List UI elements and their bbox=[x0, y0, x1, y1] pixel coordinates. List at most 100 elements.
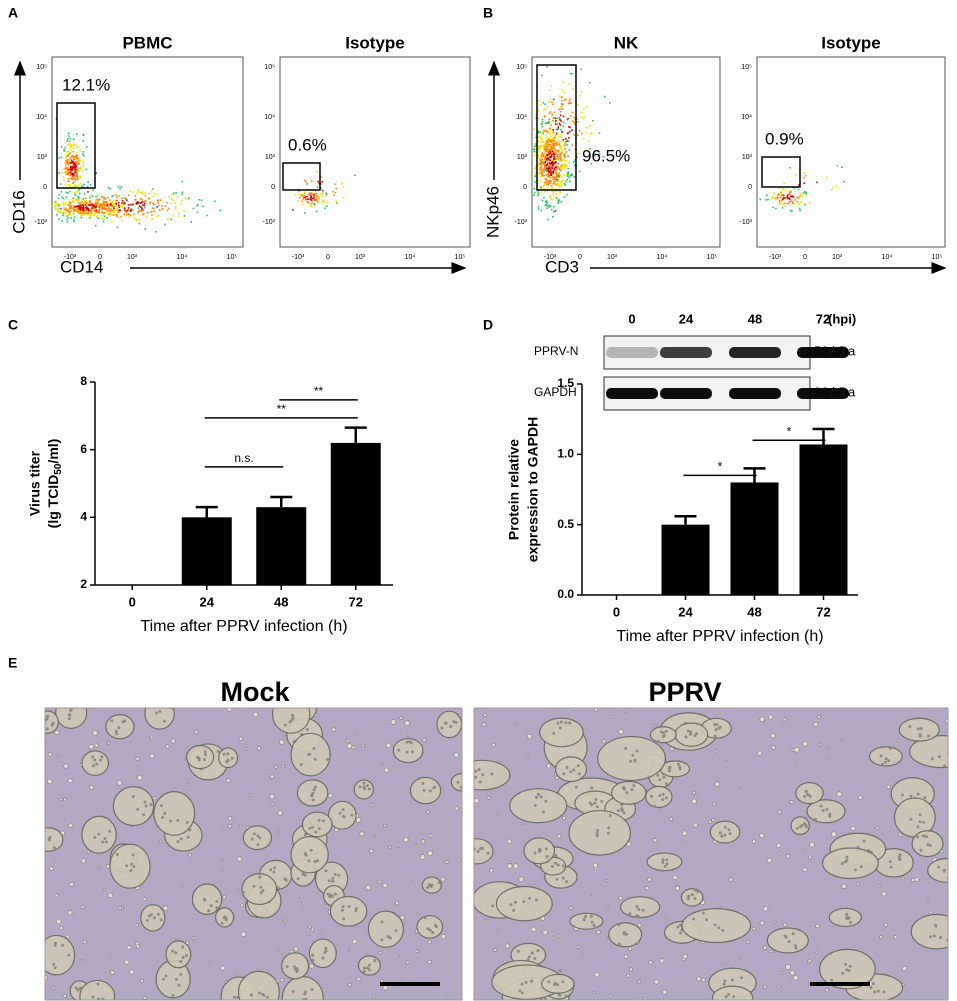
event-dot bbox=[545, 178, 548, 181]
event-dot bbox=[97, 217, 100, 219]
event-dot bbox=[335, 187, 338, 190]
blot-band bbox=[729, 388, 781, 399]
event-dot bbox=[57, 204, 59, 206]
debris bbox=[47, 752, 53, 757]
event-dot bbox=[91, 207, 93, 209]
event-dot bbox=[67, 172, 70, 175]
event-dot bbox=[80, 213, 82, 215]
event-dot bbox=[546, 145, 548, 148]
event-dot bbox=[315, 192, 318, 195]
event-dot bbox=[556, 173, 559, 176]
y-tick-label: 10³ bbox=[517, 154, 528, 161]
event-dot bbox=[541, 158, 544, 161]
event-dot bbox=[322, 189, 324, 192]
cell-granule bbox=[595, 834, 599, 838]
debris bbox=[606, 904, 610, 908]
plot-title: NK bbox=[614, 33, 639, 52]
cell-granule bbox=[310, 987, 314, 991]
event-dot bbox=[84, 200, 87, 203]
event-dot bbox=[563, 144, 566, 147]
lane-label: 0 bbox=[628, 311, 635, 326]
event-dot bbox=[549, 127, 551, 130]
event-dot bbox=[553, 140, 555, 143]
debris bbox=[557, 934, 562, 938]
event-dot bbox=[137, 189, 140, 192]
debris bbox=[107, 892, 113, 898]
event-dot bbox=[89, 216, 92, 218]
event-dot bbox=[128, 207, 130, 209]
debris bbox=[92, 730, 98, 736]
event-dot bbox=[304, 196, 307, 199]
event-dot bbox=[121, 199, 124, 202]
event-dot bbox=[567, 155, 569, 158]
event-dot bbox=[547, 132, 549, 134]
event-dot bbox=[541, 120, 544, 123]
event-dot bbox=[94, 210, 96, 213]
event-dot bbox=[548, 171, 550, 174]
event-dot bbox=[336, 202, 338, 204]
event-dot bbox=[543, 152, 546, 155]
event-dot bbox=[545, 181, 548, 184]
event-dot bbox=[103, 218, 105, 221]
cell-granule bbox=[898, 857, 902, 861]
event-dot bbox=[180, 199, 183, 202]
cell-granule bbox=[888, 860, 892, 864]
event-dot bbox=[549, 176, 552, 179]
event-dot bbox=[568, 126, 570, 128]
event-dot bbox=[552, 146, 555, 149]
cell-granule bbox=[45, 727, 49, 731]
cell-granule bbox=[296, 877, 300, 881]
event-dot bbox=[557, 149, 559, 152]
cell-granule bbox=[440, 726, 444, 730]
debris bbox=[556, 834, 562, 839]
event-dot bbox=[301, 193, 304, 196]
debris bbox=[65, 934, 70, 939]
debris bbox=[116, 780, 123, 786]
event-dot bbox=[773, 192, 776, 195]
debris bbox=[576, 945, 581, 949]
cell-granule bbox=[596, 829, 600, 833]
event-dot bbox=[121, 197, 123, 199]
blot-band bbox=[606, 347, 658, 358]
event-dot bbox=[552, 137, 554, 139]
gate bbox=[282, 162, 321, 191]
cell-granule bbox=[689, 730, 693, 734]
event-dot bbox=[534, 172, 537, 174]
event-dot bbox=[556, 179, 559, 182]
event-dot bbox=[57, 208, 59, 211]
event-dot bbox=[306, 183, 309, 185]
event-dot bbox=[542, 163, 545, 165]
event-dot bbox=[76, 156, 78, 158]
event-dot bbox=[549, 205, 552, 208]
event-dot bbox=[81, 153, 84, 155]
event-dot bbox=[83, 192, 86, 195]
debris bbox=[140, 979, 144, 983]
event-dot bbox=[321, 192, 323, 194]
cell-granule bbox=[149, 913, 153, 917]
significance-label: ** bbox=[314, 384, 324, 398]
event-dot bbox=[105, 200, 108, 203]
debris bbox=[506, 838, 512, 844]
event-dot bbox=[782, 204, 785, 206]
event-dot bbox=[67, 143, 69, 146]
debris bbox=[388, 845, 392, 849]
event-dot bbox=[782, 197, 785, 199]
event-dot bbox=[174, 206, 177, 208]
cell-granule bbox=[179, 960, 183, 964]
debris bbox=[180, 884, 184, 888]
event-dot bbox=[546, 121, 548, 124]
event-dot bbox=[543, 171, 545, 173]
event-dot bbox=[560, 135, 563, 138]
event-dot bbox=[73, 157, 76, 160]
debris bbox=[813, 721, 819, 727]
event-dot bbox=[569, 72, 572, 75]
event-dot bbox=[547, 168, 550, 170]
event-dot bbox=[548, 156, 551, 159]
event-dot bbox=[550, 163, 553, 165]
debris bbox=[236, 888, 240, 891]
debris bbox=[186, 778, 190, 782]
y-tick-label: 0 bbox=[523, 184, 527, 191]
event-dot bbox=[148, 197, 151, 200]
event-dot bbox=[292, 209, 294, 211]
cell bbox=[144, 708, 175, 730]
